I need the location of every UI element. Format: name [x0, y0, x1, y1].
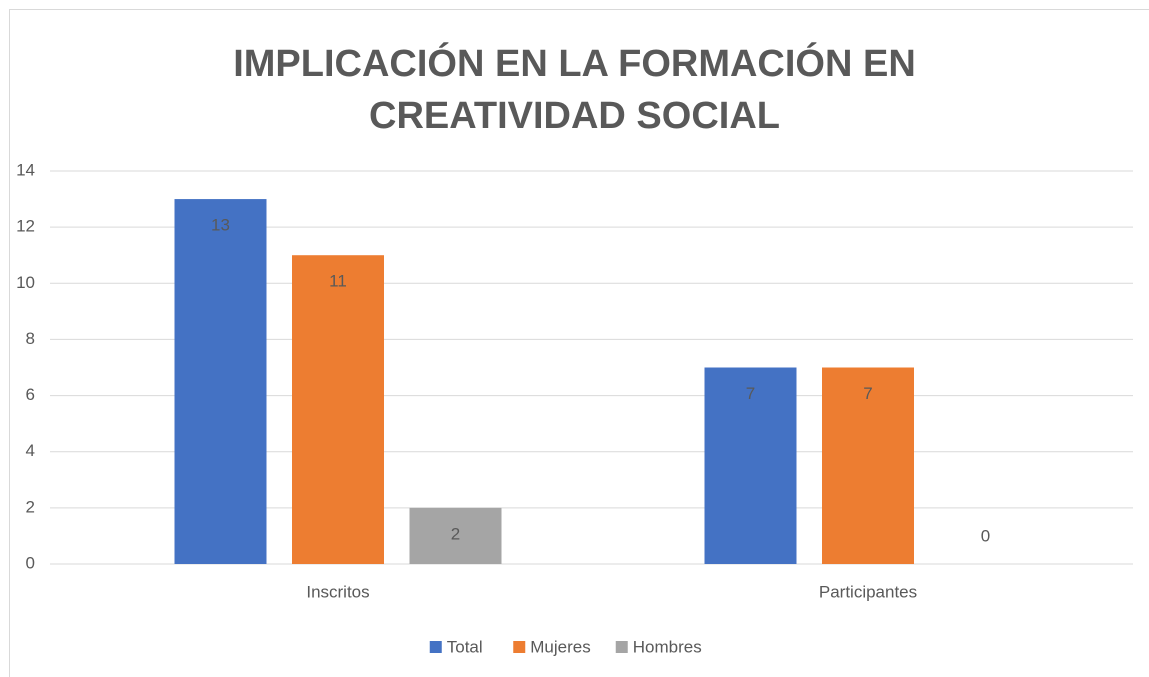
y-tick-label: 6 [26, 385, 35, 404]
y-tick-label: 0 [26, 553, 35, 572]
y-tick-label: 14 [16, 160, 35, 179]
data-label: 7 [863, 384, 872, 403]
bar [409, 507, 502, 564]
legend-swatch [513, 641, 526, 653]
data-label: 7 [746, 384, 755, 403]
x-tick-label: Participantes [819, 582, 917, 601]
x-tick-label: Inscritos [306, 582, 369, 601]
legend-label: Total [447, 637, 483, 656]
chart-title: IMPLICACIÓN EN LA FORMACIÓN EN CREATIVID… [233, 43, 916, 137]
y-tick-label: 4 [26, 441, 35, 460]
legend-label: Mujeres [530, 637, 590, 656]
data-label: 11 [329, 272, 347, 291]
data-label: 13 [211, 216, 230, 235]
bar [704, 367, 797, 564]
legend-swatch [429, 641, 442, 653]
data-label: 0 [981, 526, 990, 545]
bar [822, 367, 914, 564]
legend-label: Hombres [633, 637, 702, 656]
chart-border [9, 9, 1149, 677]
y-tick-label: 2 [26, 497, 35, 516]
bar [292, 255, 384, 564]
data-label: 2 [451, 524, 460, 543]
bar [174, 199, 267, 565]
y-tick-label: 8 [26, 329, 35, 348]
legend-swatch [615, 641, 628, 653]
y-tick-label: 10 [16, 273, 35, 292]
y-tick-label: 12 [16, 217, 35, 236]
